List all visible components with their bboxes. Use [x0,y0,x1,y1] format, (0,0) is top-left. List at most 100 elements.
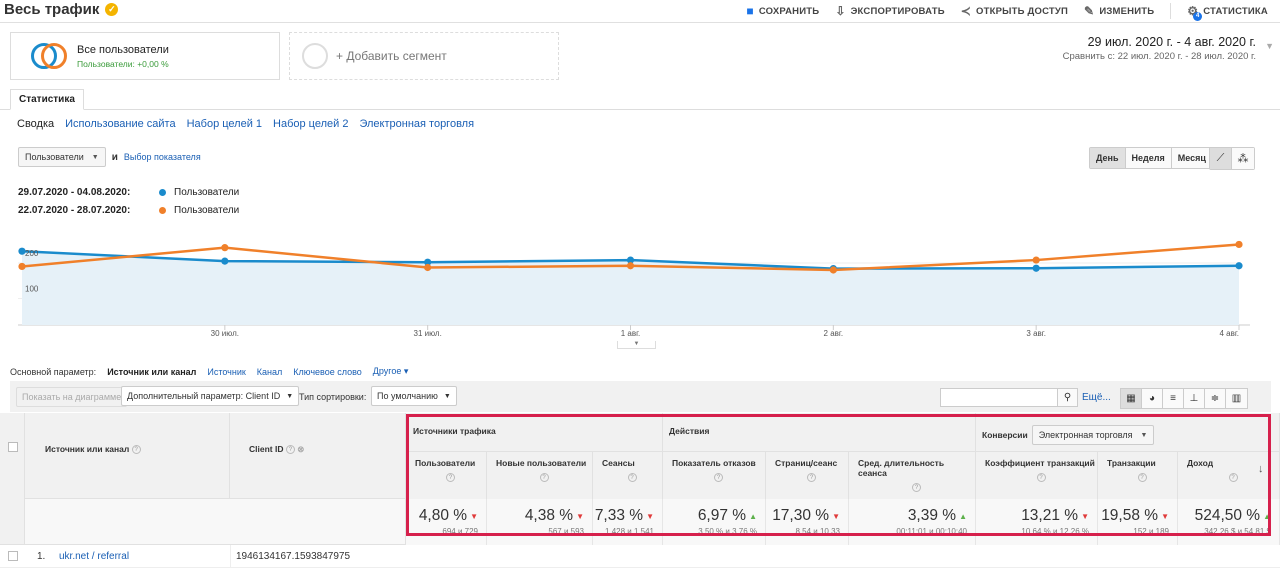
dimension-keyword[interactable]: Ключевое слово [293,366,362,377]
advanced-filter-link[interactable]: Ещё... [1082,392,1111,403]
share-button[interactable]: ≺ ОТКРЫТЬ ДОСТУП [961,4,1068,18]
metric-selector: Пользователи ▼ и Выбор показателя [18,147,201,167]
header-metric[interactable]: Страниц/сеанс? [766,452,849,499]
total-cell: 4,80 % ▼ 694 и 729 [406,499,487,545]
total-compare: 694 и 729 [442,527,478,536]
totals-label-cell [25,499,406,545]
group-acquisition-label: Источники трафика [413,426,496,436]
row-source-link[interactable]: ukr.net / referral [59,551,130,562]
table-controls: Показать на диаграмме Дополнительный пар… [10,381,1271,412]
header-metric[interactable]: Транзакции? [1098,452,1178,499]
data-point [1235,262,1243,270]
insights-badge: 4 [1193,12,1203,21]
header-metric[interactable]: Показатель отказов? [663,452,766,499]
add-segment-button[interactable]: + Добавить сегмент [289,32,559,80]
date-range-picker[interactable]: 29 июл. 2020 г. - 4 авг. 2020 г. Сравнит… [1062,35,1274,62]
export-button[interactable]: ⇩ ЭКСПОРТИРОВАТЬ [835,4,944,18]
help-icon: ? [446,473,455,482]
header-metric[interactable]: Доход? [1178,452,1280,499]
table-view-toggle: ▦ ◕ ≡ ⊥ ≑ ▥ [1120,388,1248,409]
plot-rows-button[interactable]: Показать на диаграмме [16,387,128,407]
header-divider [0,22,1280,23]
report-title: Весь трафик [4,1,100,18]
edit-button[interactable]: ✎ ИЗМЕНИТЬ [1084,4,1154,18]
total-percent-value: 3,39 % [907,507,957,524]
header-metric[interactable]: Сред. длительность сеанса? [849,452,976,499]
period-day[interactable]: День [1090,148,1126,168]
segment-all-users[interactable]: Все пользователи Пользователи: +0,00 % [10,32,280,80]
header-metric[interactable]: Новые пользователи? [487,452,593,499]
period-month[interactable]: Месяц [1171,148,1212,168]
sort-desc-icon[interactable]: ↓ [1258,463,1264,475]
chart-expand-handle[interactable]: ▼ [617,341,656,349]
legend-series: Пользователи [174,204,240,216]
chart-type-toggle: ⟋ ⁂ [1209,147,1255,170]
select-all-checkbox[interactable] [8,442,18,452]
header-metric[interactable]: Коэффициент транзакций? [976,452,1098,499]
header-metric[interactable]: Сеансы? [593,452,663,499]
add-segment-circle-icon [302,43,328,69]
subnav-summary[interactable]: Сводка [17,118,55,130]
x-tick-label: 3 авг. [1026,329,1046,338]
sort-type-dropdown[interactable]: По умолчанию ▼ [371,386,457,406]
arrow-down-icon: ▼ [1081,511,1089,521]
secondary-dimension-dropdown[interactable]: Дополнительный параметр: Client ID ▼ [121,386,300,406]
motion-chart-icon[interactable]: ⁂ [1232,148,1254,169]
x-tick-label: 30 июл. [211,329,239,338]
save-button[interactable]: ■ СОХРАНИТЬ [746,4,819,18]
total-compare: 1 428 и 1 541 [605,527,654,536]
total-percent: 7,33 % ▼ [593,507,654,525]
x-tick-label: 1 авг. [621,329,641,338]
term-cloud-icon[interactable]: ≑ [1205,389,1226,408]
arrow-up-icon: ▲ [1263,511,1271,521]
total-percent: 4,80 % ▼ [406,507,478,525]
conversion-type-value: Электронная торговля [1038,430,1133,440]
header-client-id[interactable]: Client ID ? ⊗ [230,413,406,499]
pivot-icon[interactable]: ▥ [1226,389,1247,408]
row-medium: referral [97,551,130,562]
total-percent-value: 4,80 % [418,507,468,524]
save-icon: ■ [746,4,754,18]
dimension-other[interactable]: Другое ▾ [372,366,409,376]
period-week[interactable]: Неделя [1125,148,1172,168]
edit-label: ИЗМЕНИТЬ [1099,5,1155,17]
total-percent-value: 524,50 % [1194,507,1261,524]
data-point [424,258,432,266]
report-toolbar: ■ СОХРАНИТЬ ⇩ ЭКСПОРТИРОВАТЬ ≺ ОТКРЫТЬ ДОСТ… [746,3,1268,21]
conversion-type-dropdown[interactable]: Электронная торговля ▼ [1031,425,1155,445]
search-icon[interactable]: ⚲ [1057,388,1078,407]
compare-label: Сравнить с: [1062,51,1115,62]
arrow-down-icon: ▼ [576,511,584,521]
header-metric-label: Доход [1187,458,1214,468]
export-icon: ⇩ [835,4,846,18]
row-checkbox[interactable] [8,551,18,561]
insights-button[interactable]: ⚙ 4 СТАТИСТИКА [1187,4,1268,21]
table-row[interactable]: 1. ukr.net / referral 1946134167.1593847… [0,545,1280,568]
remove-dimension-icon[interactable]: ⊗ [297,444,305,454]
performance-icon[interactable]: ≡ [1163,389,1184,408]
pie-chart-icon[interactable]: ◕ [1142,389,1163,408]
subnav-goal-set-1[interactable]: Набор целей 1 [186,118,263,130]
compare-range: 22 июл. 2020 г. - 28 июл. 2020 г. [1117,51,1256,62]
legend-series: Пользователи [174,186,240,198]
export-label: ЭКСПОРТИРОВАТЬ [850,5,945,17]
verified-icon: ✓ [105,3,119,16]
dimension-channel[interactable]: Канал [256,366,283,377]
header-source-medium[interactable]: Источник или канал ? [25,413,230,499]
header-metric[interactable]: Пользователи? [406,452,487,499]
data-table-icon[interactable]: ▦ [1121,389,1142,408]
line-chart-icon[interactable]: ⟋ [1210,148,1232,169]
subnav-ecommerce[interactable]: Электронная торговля [359,118,475,130]
tab-statistics[interactable]: Статистика [10,89,84,110]
subnav-site-usage[interactable]: Использование сайта [65,118,176,130]
data-point [626,256,635,264]
x-tick-label: 2 авг. [824,329,844,338]
comparison-icon[interactable]: ⊥ [1184,389,1205,408]
arrow-up-icon: ▲ [959,511,967,521]
metric-dropdown[interactable]: Пользователи ▼ [18,147,106,167]
header-metric-label: Пользователи [415,458,476,468]
data-point [18,262,26,271]
choose-metric-link[interactable]: Выбор показателя [123,152,201,162]
subnav-goal-set-2[interactable]: Набор целей 2 [273,118,349,130]
dimension-source[interactable]: Источник [207,366,246,377]
